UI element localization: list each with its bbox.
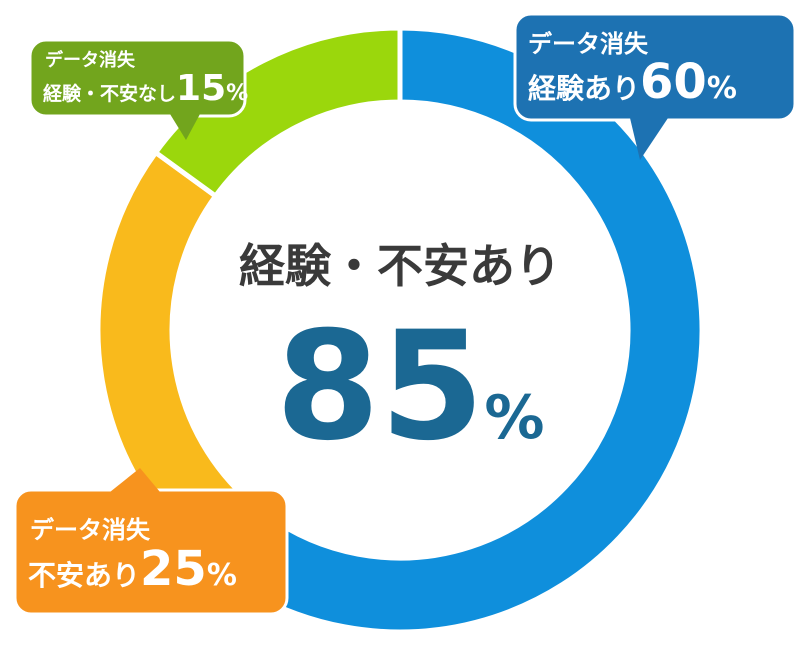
value-unit: % [707, 71, 737, 106]
value-unit: % [226, 81, 248, 106]
category-name: 不安あり [28, 559, 140, 592]
callout-prefix: データ消失 [45, 49, 136, 71]
callout-prefix: データ消失 [528, 30, 649, 58]
center-title: 経験・不安あり [239, 239, 561, 293]
callout-label: 経験・不安なし15% [43, 68, 248, 109]
category-name: 経験あり [528, 72, 640, 105]
value-label: 15 [176, 68, 226, 109]
category-name: 経験・不安なし [43, 82, 176, 105]
value-label: 25 [140, 541, 207, 597]
value-unit: % [207, 558, 237, 593]
value-label: 60 [640, 54, 707, 110]
callout-tail [630, 118, 668, 160]
callout-label: 経験あり60% [528, 54, 737, 110]
center-unit: % [484, 383, 544, 453]
callout-box [28, 38, 247, 118]
callout-tail [170, 114, 200, 140]
center-value: 85% [276, 300, 545, 474]
callout-label: 不安あり25% [28, 541, 237, 597]
callout-tail [110, 468, 160, 492]
callout-prefix: データ消失 [30, 516, 151, 544]
center-number: 85 [276, 300, 485, 474]
